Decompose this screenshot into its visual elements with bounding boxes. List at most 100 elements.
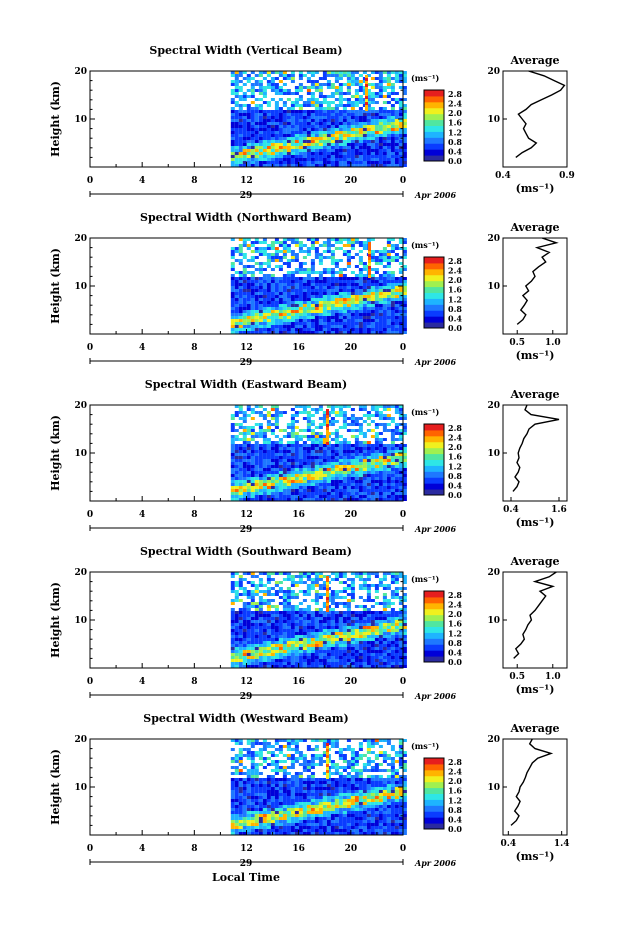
heatmap-cell bbox=[282, 158, 287, 161]
heatmap-cell bbox=[234, 495, 239, 498]
heatmap-cell bbox=[274, 152, 279, 155]
heatmap-cell bbox=[250, 623, 255, 626]
heatmap-cell bbox=[274, 122, 279, 125]
heatmap-cell bbox=[394, 617, 399, 620]
heatmap-cell bbox=[366, 325, 371, 328]
heatmap-cell bbox=[394, 110, 399, 113]
heatmap-cell bbox=[278, 322, 283, 325]
heatmap-cell bbox=[286, 331, 291, 334]
heatmap-cell bbox=[322, 298, 327, 301]
heatmap-cell bbox=[330, 164, 335, 167]
heatmap-cell bbox=[282, 656, 287, 659]
profile-xlabel: (ms⁻¹) bbox=[516, 516, 555, 529]
heatmap-cell bbox=[330, 480, 335, 483]
heatmap-cell bbox=[286, 292, 291, 295]
heatmap-cell bbox=[270, 462, 275, 465]
heatmap-cell bbox=[370, 86, 375, 89]
heatmap-cell bbox=[318, 593, 323, 596]
heatmap-cell bbox=[258, 426, 263, 429]
heatmap-cell bbox=[370, 125, 375, 128]
heatmap-cell bbox=[390, 441, 395, 444]
heatmap-cell bbox=[346, 155, 351, 158]
heatmap-cell bbox=[270, 405, 275, 408]
heatmap-cell bbox=[298, 653, 303, 656]
heatmap-cell bbox=[334, 158, 339, 161]
heatmap-cell bbox=[310, 149, 315, 152]
heatmap-cell bbox=[302, 456, 307, 459]
heatmap-cell bbox=[374, 423, 379, 426]
heatmap-cell bbox=[386, 471, 391, 474]
heatmap-cell bbox=[386, 474, 391, 477]
heatmap-cell bbox=[350, 611, 355, 614]
heatmap-cell bbox=[238, 313, 243, 316]
heatmap-cell bbox=[238, 641, 243, 644]
heatmap-cell bbox=[366, 149, 371, 152]
heatmap-cell bbox=[298, 146, 303, 149]
heatmap-cell bbox=[230, 438, 235, 441]
heatmap-cell bbox=[346, 265, 351, 268]
heatmap-cell bbox=[362, 662, 367, 665]
heatmap-cell bbox=[254, 575, 259, 578]
heatmap-cell bbox=[254, 161, 259, 164]
heatmap-cell bbox=[258, 581, 263, 584]
heatmap-cell bbox=[274, 608, 279, 611]
heatmap-cell bbox=[262, 414, 267, 417]
heatmap-cell bbox=[306, 92, 311, 95]
heatmap-cell bbox=[398, 429, 403, 432]
heatmap-cell bbox=[342, 146, 347, 149]
heatmap-cell bbox=[398, 408, 403, 411]
heatmap-cell bbox=[318, 635, 323, 638]
heatmap-cell bbox=[330, 408, 335, 411]
heatmap-cell bbox=[362, 578, 367, 581]
heatmap-cell bbox=[386, 122, 391, 125]
heatmap-cell bbox=[302, 316, 307, 319]
heatmap-cell bbox=[354, 492, 359, 495]
heatmap-cell bbox=[290, 301, 295, 304]
heatmap-cell bbox=[362, 247, 367, 250]
heatmap-cell bbox=[274, 605, 279, 608]
heatmap-cell bbox=[274, 405, 279, 408]
heatmap-cell bbox=[398, 295, 403, 298]
heatmap-cell bbox=[322, 659, 327, 662]
heatmap-cell bbox=[374, 280, 379, 283]
heatmap-cell bbox=[242, 602, 247, 605]
heatmap-cell bbox=[318, 632, 323, 635]
heatmap-cell bbox=[338, 480, 343, 483]
heatmap-cell bbox=[270, 131, 275, 134]
heatmap-cell bbox=[294, 414, 299, 417]
heatmap-cell bbox=[368, 242, 371, 245]
heatmap-cell bbox=[330, 271, 335, 274]
heatmap-cell bbox=[334, 593, 339, 596]
heatmap-cell bbox=[362, 158, 367, 161]
heatmap-cell bbox=[354, 453, 359, 456]
heatmap-cell bbox=[246, 119, 251, 122]
heatmap-cell bbox=[234, 125, 239, 128]
heatmap-cell bbox=[354, 471, 359, 474]
heatmap-cell bbox=[382, 131, 387, 134]
heatmap-cell bbox=[262, 620, 267, 623]
heatmap-cell bbox=[366, 468, 371, 471]
colorbar-swatch bbox=[424, 90, 444, 97]
heatmap-cell bbox=[368, 248, 371, 251]
heatmap-cell bbox=[306, 498, 311, 501]
heatmap-cell bbox=[270, 623, 275, 626]
heatmap-cell bbox=[398, 486, 403, 489]
heatmap-cell bbox=[302, 137, 307, 140]
heatmap-cell bbox=[270, 83, 275, 86]
heatmap-cell bbox=[342, 331, 347, 334]
heatmap-cell bbox=[270, 593, 275, 596]
heatmap-cell bbox=[386, 101, 391, 104]
heatmap-cell bbox=[278, 474, 283, 477]
heatmap-cell bbox=[382, 313, 387, 316]
heatmap-cell bbox=[306, 483, 311, 486]
heatmap-cell bbox=[238, 80, 243, 83]
heatmap-cell bbox=[238, 578, 243, 581]
heatmap-cell bbox=[270, 483, 275, 486]
heatmap-cell bbox=[350, 578, 355, 581]
heatmap-cell bbox=[386, 465, 391, 468]
heatmap-cell bbox=[334, 572, 339, 575]
heatmap-cell bbox=[314, 408, 319, 411]
heatmap-cell bbox=[302, 161, 307, 164]
heatmap-cell bbox=[390, 259, 395, 262]
heatmap-cell bbox=[322, 459, 327, 462]
